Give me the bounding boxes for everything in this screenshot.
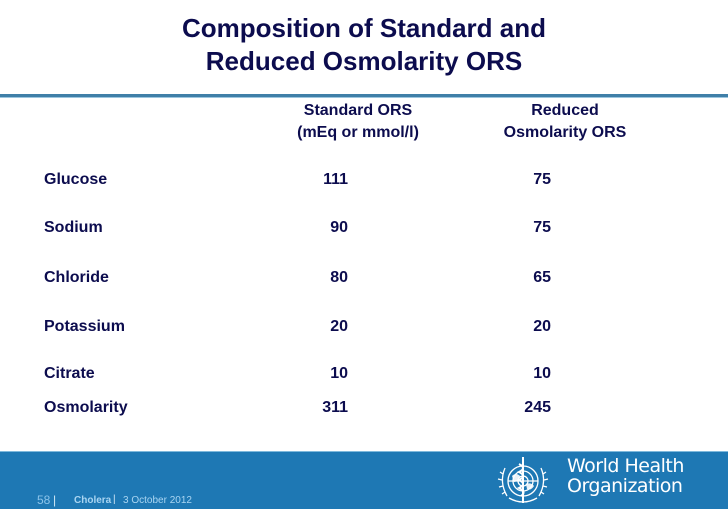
column-header-reduced: Reduced Osmolarity ORS <box>475 100 655 144</box>
table-row: Osmolarity 311 245 <box>0 396 728 420</box>
page-number: 58 <box>37 493 51 507</box>
column-header-reduced-line1: Reduced <box>531 102 599 119</box>
who-wordmark: World Health Organization <box>567 456 684 496</box>
slide-title: Composition of Standard and Reduced Osmo… <box>0 12 728 78</box>
column-header-standard-line2: (mEq or mmol/l) <box>297 124 419 141</box>
footer-topic: Cholera <box>74 495 112 506</box>
table-row: Citrate 10 10 <box>0 362 728 386</box>
row-label: Citrate <box>44 365 95 382</box>
reduced-value: 75 <box>533 219 551 236</box>
standard-value: 90 <box>330 219 348 236</box>
column-header-reduced-line2: Osmolarity ORS <box>503 124 627 141</box>
column-header-standard-line1: Standard ORS <box>303 102 413 119</box>
row-label: Chloride <box>44 269 109 286</box>
standard-value: 80 <box>330 269 348 286</box>
table-row: Potassium 20 20 <box>0 315 728 339</box>
footer-separator: | <box>113 494 116 505</box>
reduced-value: 75 <box>533 171 551 188</box>
reduced-value: 20 <box>533 318 551 335</box>
who-wordmark-line1: World Health <box>567 455 684 477</box>
footer-band: 58 | Cholera | 3 October 2012 World Heal… <box>0 451 728 510</box>
table-row: Glucose 111 75 <box>0 168 728 192</box>
row-label: Potassium <box>44 318 125 335</box>
standard-value: 311 <box>322 399 348 416</box>
table-row: Chloride 80 65 <box>0 266 728 290</box>
footer-date: 3 October 2012 <box>123 495 192 506</box>
row-label: Osmolarity <box>44 399 128 416</box>
standard-value: 20 <box>330 318 348 335</box>
table-row: Sodium 90 75 <box>0 216 728 240</box>
standard-value: 111 <box>323 171 348 188</box>
reduced-value: 245 <box>524 399 551 416</box>
column-header-standard: Standard ORS (mEq or mmol/l) <box>268 100 448 144</box>
who-emblem-icon <box>497 457 549 503</box>
reduced-value: 65 <box>533 269 551 286</box>
who-wordmark-line2: Organization <box>567 475 683 497</box>
title-divider <box>0 94 728 98</box>
footer-separator: | <box>53 493 57 507</box>
row-label: Sodium <box>44 219 103 236</box>
reduced-value: 10 <box>533 365 551 382</box>
row-label: Glucose <box>44 171 108 188</box>
standard-value: 10 <box>330 365 348 382</box>
footer-bottom-strip <box>0 509 728 515</box>
slide-title-line2: Reduced Osmolarity ORS <box>205 46 523 76</box>
slide-title-line1: Composition of Standard and <box>182 13 546 43</box>
